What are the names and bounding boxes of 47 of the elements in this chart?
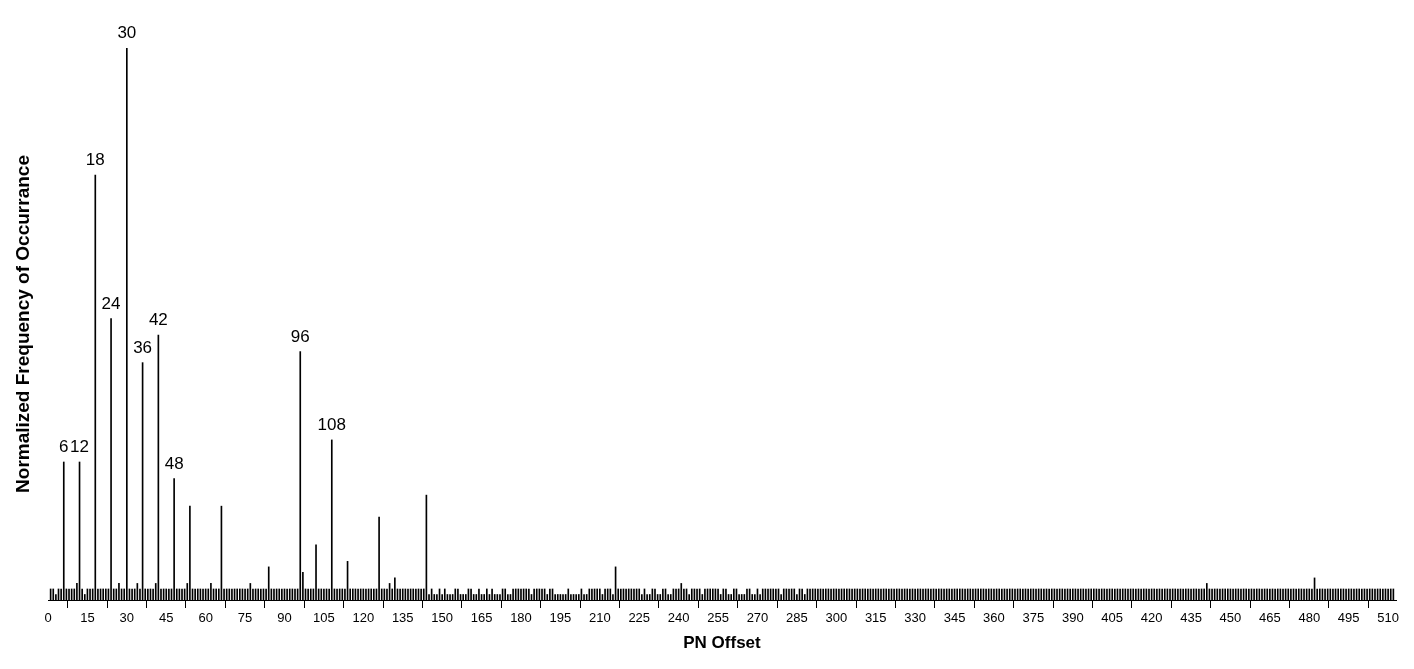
x-tick-label: 420 bbox=[1140, 610, 1163, 626]
x-tick-label: 120 bbox=[352, 610, 375, 626]
x-tick-label: 180 bbox=[510, 610, 532, 626]
annotation: 36 bbox=[133, 337, 153, 357]
x-tick-label: 300 bbox=[825, 610, 848, 626]
annotation: 6 bbox=[59, 437, 69, 457]
x-tick-label: 315 bbox=[864, 610, 887, 626]
annotation: 42 bbox=[148, 310, 168, 330]
x-tick-label: 240 bbox=[667, 610, 690, 626]
x-tick-label: 480 bbox=[1298, 610, 1321, 626]
x-tick-label: 450 bbox=[1219, 610, 1242, 626]
x-tick-label: 495 bbox=[1337, 610, 1360, 626]
annotation: 12 bbox=[70, 437, 89, 457]
x-tick-label: 15 bbox=[80, 610, 95, 626]
x-tick-label: 105 bbox=[313, 610, 335, 626]
x-tick-label: 330 bbox=[904, 610, 926, 626]
x-tick-label: 255 bbox=[707, 610, 729, 626]
x-tick-label: 0 bbox=[44, 610, 52, 626]
x-tick-label: 270 bbox=[746, 610, 769, 626]
x-tick-label: 375 bbox=[1022, 610, 1045, 626]
x-tick-label: 435 bbox=[1180, 610, 1202, 626]
y-axis-title: Normalized Frequency of Occurrance bbox=[12, 155, 34, 493]
x-axis-title: PN Offset bbox=[683, 633, 762, 653]
x-tick-label: 45 bbox=[159, 610, 174, 626]
x-tick-label: 75 bbox=[237, 610, 253, 626]
x-tick-label: 465 bbox=[1259, 610, 1281, 626]
x-tick-label: 285 bbox=[786, 610, 808, 626]
x-tick-label: 195 bbox=[549, 610, 572, 626]
x-tick-label: 150 bbox=[431, 610, 453, 626]
annotation: 48 bbox=[164, 453, 184, 473]
x-tick-label: 135 bbox=[391, 610, 414, 626]
x-tick-label: 90 bbox=[277, 610, 292, 626]
annotation: 18 bbox=[85, 150, 105, 170]
annotation: 96 bbox=[290, 326, 310, 346]
x-tick-label: 510 bbox=[1377, 610, 1399, 626]
x-tick-label: 225 bbox=[628, 610, 651, 626]
x-tick-label: 30 bbox=[119, 610, 135, 626]
x-tick-label: 210 bbox=[588, 610, 611, 626]
x-tick-label: 390 bbox=[1061, 610, 1084, 626]
x-tick-label: 405 bbox=[1101, 610, 1124, 626]
annotation: 24 bbox=[101, 293, 121, 313]
x-tick-label: 345 bbox=[943, 610, 966, 626]
x-tick-label: 60 bbox=[198, 610, 213, 626]
annotation: 108 bbox=[317, 415, 346, 435]
x-tick-label: 165 bbox=[470, 610, 493, 626]
annotation: 30 bbox=[117, 23, 137, 43]
x-tick-label: 360 bbox=[983, 610, 1005, 626]
